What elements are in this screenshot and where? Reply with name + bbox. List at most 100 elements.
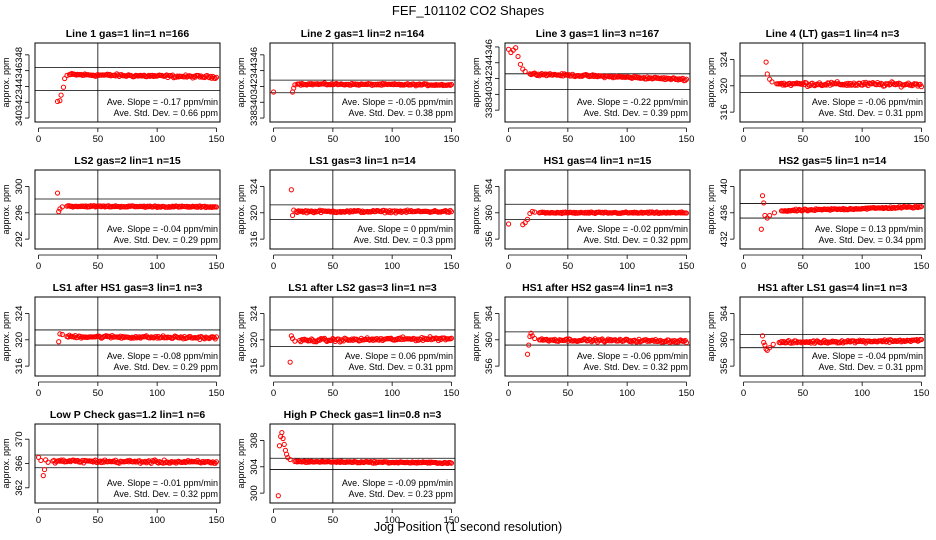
x-tick-label: 150 <box>209 261 225 272</box>
chart-panel: Line 4 (LT) gas=1 lin=4 n=3 0 50 100 150 316 3… <box>706 28 929 145</box>
y-tick-label: 296 <box>14 205 25 221</box>
data-point <box>349 336 355 342</box>
data-point <box>797 339 804 345</box>
slope-annotation: Ave. Slope = -0.17 ppm/min <box>107 97 218 107</box>
y-axis-label: approx. ppm <box>236 57 246 107</box>
x-tick-label: 50 <box>798 134 809 145</box>
data-point <box>869 81 875 87</box>
data-point <box>147 335 153 341</box>
std-dev-annotation: Ave. Std. Dev. = 0.23 ppm <box>349 489 453 499</box>
data-point <box>54 98 61 105</box>
data-point <box>517 61 524 67</box>
data-point <box>314 338 321 344</box>
data-point <box>670 339 677 345</box>
y-tick-label: 340 <box>484 86 495 102</box>
data-point <box>276 443 283 449</box>
y-axis-label: approx. ppm <box>236 184 246 234</box>
x-tick-label: 100 <box>384 515 400 526</box>
data-point <box>414 336 420 342</box>
data-point <box>683 339 690 346</box>
x-tick-label: 150 <box>679 261 695 272</box>
data-point <box>83 203 89 209</box>
y-tick-label: 436 <box>719 205 730 221</box>
plot-frame <box>34 169 221 250</box>
x-tick-label: 0 <box>506 134 511 145</box>
x-tick-label: 100 <box>854 261 870 272</box>
data-point <box>583 336 589 343</box>
data-point <box>281 441 287 448</box>
data-point <box>372 337 379 343</box>
x-tick-label: 50 <box>563 134 574 145</box>
data-point <box>370 207 376 214</box>
data-point <box>505 221 512 227</box>
x-tick-label: 0 <box>36 388 41 399</box>
data-point <box>663 75 669 81</box>
slope-annotation: Ave. Slope = 0.13 ppm/min <box>815 224 923 234</box>
data-point <box>141 203 147 209</box>
data-point <box>759 193 766 199</box>
data-point <box>763 59 769 65</box>
y-tick-label: 432 <box>719 231 730 247</box>
std-dev-annotation: Ave. Std. Dev. = 0.31 ppm <box>819 108 923 118</box>
y-axis-label: approx. ppm <box>1 184 11 234</box>
x-tick-label: 100 <box>384 388 400 399</box>
y-tick-label: 342 <box>14 94 25 110</box>
chart-panel: LS1 after LS2 gas=3 lin=1 n=3 0 50 100 150 31… <box>236 282 459 399</box>
data-point <box>759 333 766 339</box>
y-tick-label: 346 <box>484 39 495 55</box>
data-point <box>604 337 610 343</box>
y-axis-label: approx. ppm <box>1 311 11 361</box>
x-tick-label: 150 <box>914 388 930 399</box>
data-point <box>551 337 557 343</box>
x-tick-label: 100 <box>619 261 635 272</box>
data-point <box>213 74 220 80</box>
x-tick-label: 0 <box>36 134 41 145</box>
panel-title: LS1 after LS2 gas=3 lin=1 n=3 <box>288 282 437 294</box>
data-point <box>412 82 418 88</box>
data-point <box>97 334 103 340</box>
data-point <box>171 334 177 340</box>
std-dev-annotation: Ave. Std. Dev. = 0.32 ppm <box>584 362 688 372</box>
x-tick-label: 100 <box>854 134 870 145</box>
x-tick-label: 50 <box>328 134 339 145</box>
y-tick-label: 320 <box>249 332 260 348</box>
x-tick-label: 150 <box>209 134 225 145</box>
data-point <box>57 331 63 337</box>
data-point <box>607 336 614 343</box>
std-dev-annotation: Ave. Std. Dev. = 0.31 ppm <box>349 362 453 372</box>
data-point <box>558 209 564 216</box>
data-point <box>791 208 798 214</box>
x-tick-label: 50 <box>93 134 104 145</box>
data-point <box>59 331 65 338</box>
data-point <box>213 334 220 340</box>
y-tick-label: 360 <box>484 332 495 348</box>
data-point <box>823 339 830 345</box>
y-tick-label: 344 <box>484 55 495 71</box>
data-point <box>120 333 126 340</box>
x-tick-label: 150 <box>209 388 225 399</box>
data-point <box>813 339 819 345</box>
y-axis-label: approx. ppm <box>1 57 11 107</box>
data-point <box>594 74 601 80</box>
x-tick-label: 0 <box>741 134 746 145</box>
x-tick-label: 150 <box>444 134 460 145</box>
x-tick-label: 100 <box>384 134 400 145</box>
data-point <box>839 206 845 212</box>
x-tick-label: 150 <box>914 134 930 145</box>
y-axis-label: approx. ppm <box>706 57 716 107</box>
x-tick-label: 0 <box>36 261 41 272</box>
y-tick-label: 346 <box>249 47 260 63</box>
y-tick-label: 356 <box>484 358 495 374</box>
data-point <box>197 203 203 209</box>
x-tick-label: 150 <box>914 261 930 272</box>
data-point <box>153 203 159 209</box>
data-point <box>349 80 355 87</box>
data-point <box>897 204 903 210</box>
data-point <box>904 81 910 88</box>
x-tick-label: 50 <box>798 388 809 399</box>
data-point <box>105 72 112 78</box>
data-point <box>40 473 46 479</box>
plot-frame <box>269 42 456 123</box>
data-point <box>308 81 315 87</box>
data-point <box>761 200 767 206</box>
